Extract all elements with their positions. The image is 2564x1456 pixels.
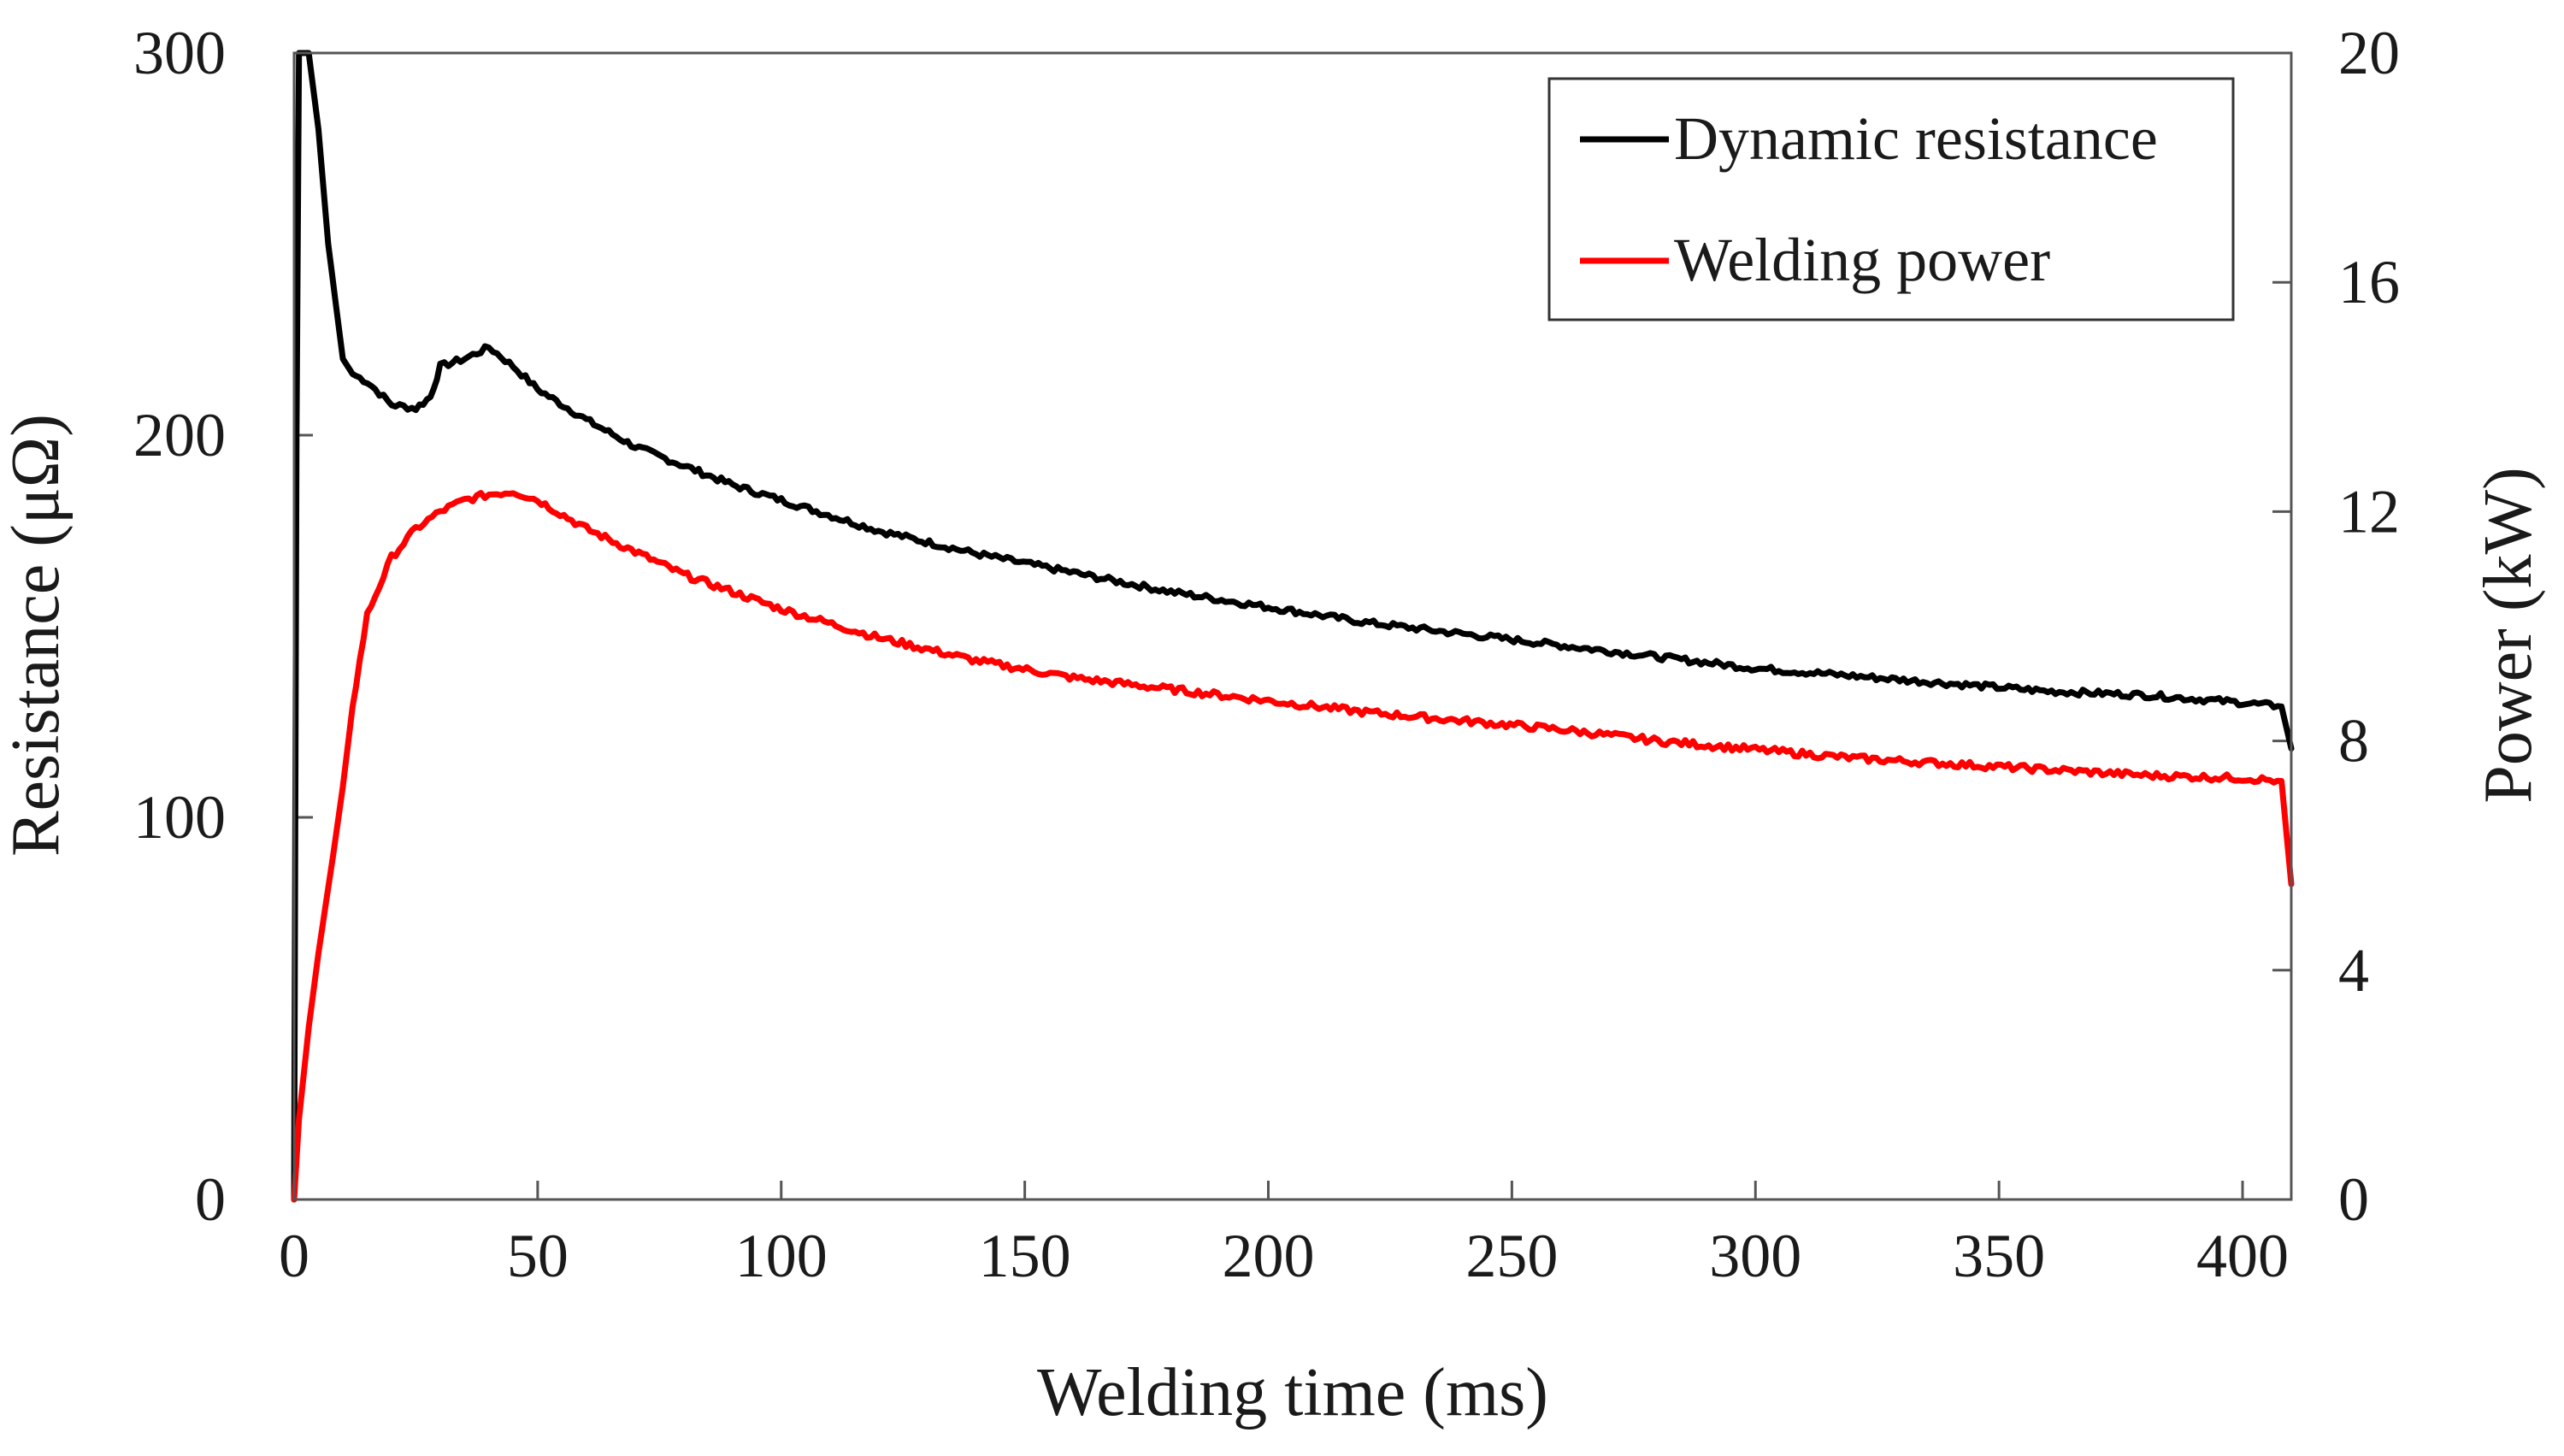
x-tick-label: 350 [1953, 1222, 2045, 1290]
x-tick-label: 250 [1465, 1222, 1558, 1290]
y-right-tick-label: 20 [2338, 19, 2400, 87]
y-left-tick-label: 300 [133, 19, 226, 87]
series-line-dynamic-resistance [291, 50, 2295, 1203]
x-axis-title: Welding time (ms) [1037, 1355, 1548, 1430]
series-layer [291, 50, 2295, 1203]
y-left-tick-label: 100 [133, 783, 226, 852]
y-right-tick-label: 0 [2338, 1165, 2369, 1234]
x-tick-label: 150 [979, 1222, 1071, 1290]
x-tick-label: 0 [279, 1222, 309, 1290]
tick-layer: 0 50 100 150 200 250 300 350 400 0 100 200 300 0 4 8 12 1… [133, 19, 2400, 1290]
y-right-tick-label: 8 [2338, 707, 2369, 775]
x-tick-label: 50 [507, 1222, 569, 1290]
plot-area-frame [292, 51, 2293, 1201]
x-tick-label: 400 [2196, 1222, 2289, 1290]
legend-box [1547, 77, 2235, 321]
x-tick-label: 200 [1223, 1222, 1315, 1290]
y-right-tick-label: 4 [2338, 936, 2369, 1005]
y-axis-left-title: Resistance (μΩ) [0, 414, 74, 857]
legend-label-dynamic-resistance: Dynamic resistance [1674, 104, 2158, 173]
legend: Dynamic resistance Welding power [1547, 77, 2235, 321]
legend-label-welding-power: Welding power [1674, 226, 2050, 294]
y-right-tick-label: 16 [2338, 248, 2400, 316]
y-axis-right-title: Power (kW) [2471, 467, 2546, 803]
series-line-welding-power [291, 490, 2295, 1203]
x-tick-label: 300 [1709, 1222, 1801, 1290]
y-right-tick-label: 12 [2338, 477, 2400, 545]
y-left-tick-label: 0 [195, 1165, 226, 1234]
x-tick-label: 100 [735, 1222, 828, 1290]
y-left-tick-label: 200 [133, 401, 226, 469]
